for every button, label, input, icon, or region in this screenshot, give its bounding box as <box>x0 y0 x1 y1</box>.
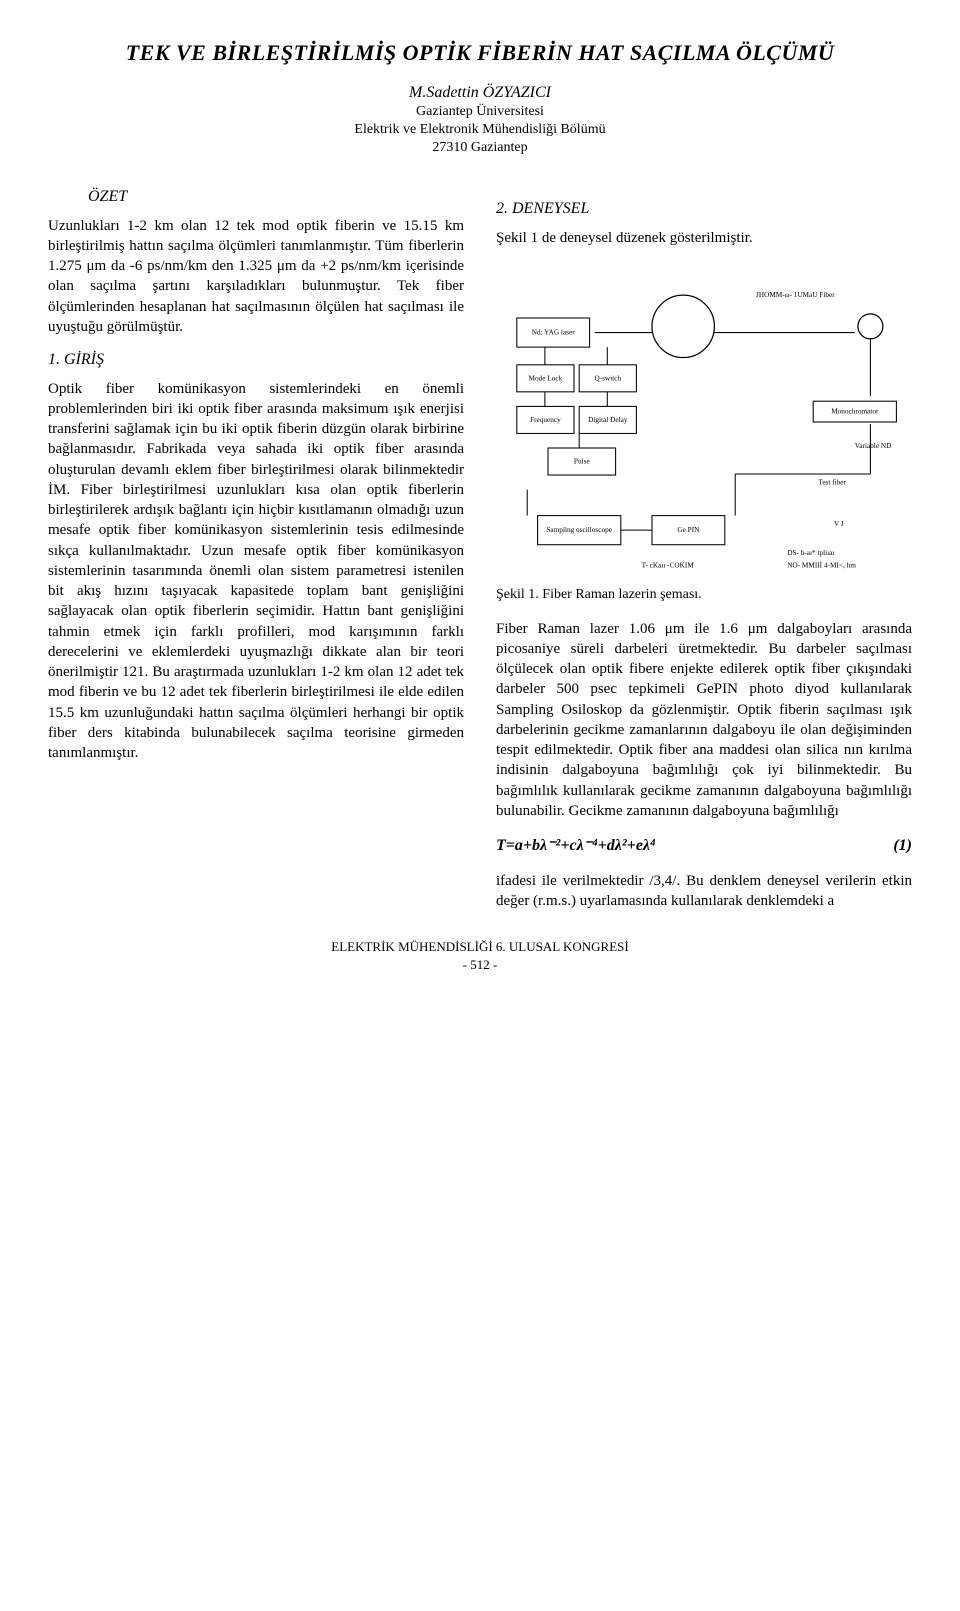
svg-text:Sampling oscilloscope: Sampling oscilloscope <box>546 526 612 534</box>
svg-text:Q-switch: Q-switch <box>594 374 621 382</box>
svg-text:T- cKaıı -COKIM: T- cKaıı -COKIM <box>642 561 695 569</box>
page-footer: ELEKTRİK MÜHENDİSLİĞİ 6. ULUSAL KONGRESİ <box>48 939 912 955</box>
svg-text:Pulse: Pulse <box>574 457 590 465</box>
svg-text:NO- MMIIİ 4-MI<, hm: NO- MMIIİ 4-MI<, hm <box>787 560 856 569</box>
page-number: - 512 - <box>48 957 912 973</box>
svg-text:DS- b-aı* tpliıaı: DS- b-aı* tpliıaı <box>787 549 834 557</box>
right-column: 2. DENEYSEL Şekil 1 de deneysel düzenek … <box>496 186 912 921</box>
svg-text:Ge PIN: Ge PIN <box>677 526 700 534</box>
deneysel-after-eq: ifadesi ile verilmektedir /3,4/. Bu denk… <box>496 871 912 912</box>
svg-text:Test fiber: Test fiber <box>818 478 846 486</box>
svg-text:V J: V J <box>834 520 844 528</box>
left-column: ÖZET Uzunlukları 1-2 km olan 12 tek mod … <box>48 186 464 921</box>
figure-1: Nd: YAG laser Mode Lock Q-switch Frequency D… <box>496 266 912 578</box>
svg-text:Nd: YAG laser: Nd: YAG laser <box>532 328 575 336</box>
deneysel-body: Fiber Raman lazer 1.06 μm ile 1.6 μm dal… <box>496 619 912 822</box>
deneysel-heading: 2. DENEYSEL <box>496 198 912 220</box>
svg-text:Variable ND: Variable ND <box>855 442 892 450</box>
giris-body: Optik fiber komünikasyon sistemlerindeki… <box>48 379 464 764</box>
affiliation-line-1: Elektrik ve Elektronik Mühendisliği Bölü… <box>354 122 605 137</box>
equation-1: T=a+bλ⁻²+cλ⁻⁴+dλ²+eλ⁴ (1) <box>496 835 912 857</box>
equation-number: (1) <box>893 835 912 857</box>
svg-text:Frequency: Frequency <box>530 416 561 424</box>
ozet-body: Uzunlukları 1-2 km olan 12 tek mod optik… <box>48 216 464 338</box>
giris-heading: 1. GİRİŞ <box>48 349 464 371</box>
svg-text:Digital Delay: Digital Delay <box>588 416 628 424</box>
equation-expr: T=a+bλ⁻²+cλ⁻⁴+dλ²+eλ⁴ <box>496 837 656 854</box>
deneysel-intro: Şekil 1 de deneysel düzenek gösterilmişt… <box>496 228 912 248</box>
affiliation-line-2: 27310 Gaziantep <box>432 140 527 155</box>
author-block: M.Sadettin ÖZYAZICI Gaziantep Üniversite… <box>48 84 912 156</box>
svg-text:JHOMM-ω- 1UMaU Fiber: JHOMM-ω- 1UMaU Fiber <box>756 291 835 299</box>
affiliation-line-0: Gaziantep Üniversitesi <box>416 104 544 119</box>
ozet-heading: ÖZET <box>88 186 464 208</box>
author-name: M.Sadettin ÖZYAZICI <box>409 84 551 101</box>
paper-title: TEK VE BİRLEŞTİRİLMİŞ OPTİK FİBERİN HAT … <box>48 40 912 66</box>
svg-text:Monochromator: Monochromator <box>831 408 879 416</box>
svg-text:Mode Lock: Mode Lock <box>529 374 563 382</box>
two-column-layout: ÖZET Uzunlukları 1-2 km olan 12 tek mod … <box>48 186 912 921</box>
figure-1-caption: Şekil 1. Fiber Raman lazerin şeması. <box>496 586 912 605</box>
